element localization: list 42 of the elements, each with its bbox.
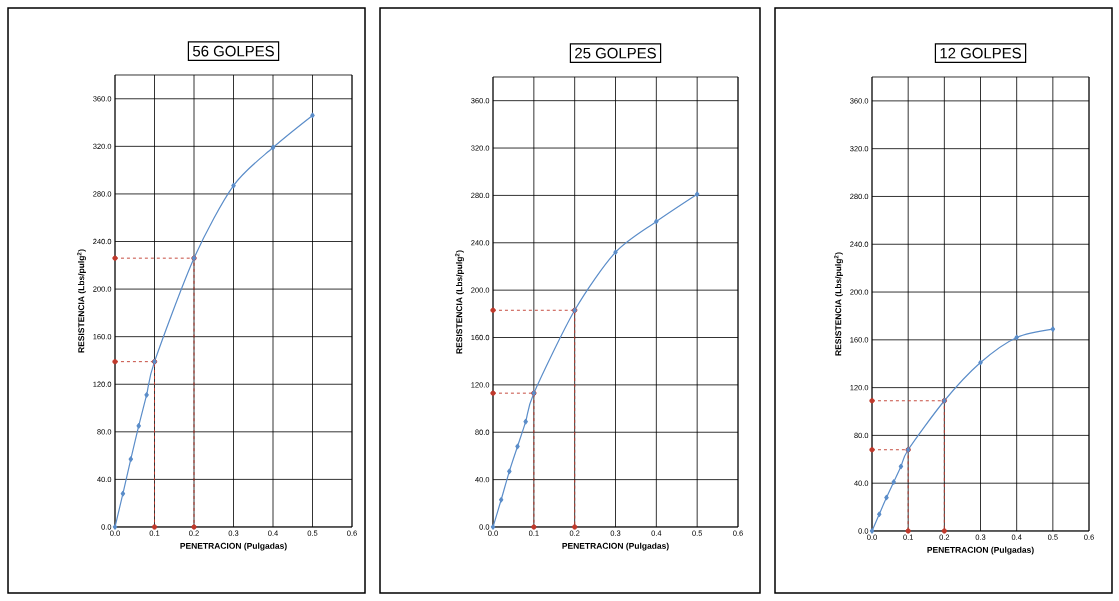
point (978, 359, 983, 366)
point (523, 418, 528, 425)
point (613, 249, 618, 256)
point (869, 398, 875, 404)
point (231, 182, 236, 189)
point (490, 307, 496, 313)
point (112, 255, 118, 261)
point (877, 511, 882, 518)
chart-title: 12 GOLPES (940, 47, 1021, 59)
point (572, 524, 578, 530)
point (144, 392, 149, 398)
point (694, 191, 700, 198)
x-axis-title: PENETRACION (Pulgadas) (180, 542, 287, 551)
point (507, 468, 512, 475)
point (136, 423, 141, 429)
chart-title: 25 GOLPES (575, 47, 656, 59)
point (310, 112, 315, 119)
point (891, 479, 896, 485)
chart-title: 56 GOLPES (192, 45, 274, 57)
point (941, 528, 947, 534)
point (128, 456, 134, 462)
point (1014, 334, 1019, 341)
point (270, 144, 276, 151)
point (654, 218, 659, 225)
x-axis-title: PENETRACION (Pulgadas) (562, 542, 669, 551)
point (498, 496, 504, 503)
point (884, 494, 889, 501)
y-axis-title: RESISTENCIA (Lbs/pulg$^{2}$) (77, 249, 86, 353)
point (905, 528, 911, 534)
point (531, 524, 537, 530)
point (490, 390, 496, 396)
point (112, 359, 118, 365)
point (515, 443, 520, 450)
point (191, 524, 197, 530)
point (151, 524, 158, 530)
point (898, 463, 904, 470)
x-axis-title: PENETRACION (Pulgadas) (927, 546, 1034, 555)
y-axis-title: RESISTENCIA (Lbs/pulg$^{2}$) (455, 250, 464, 354)
point (1050, 326, 1056, 332)
point (120, 490, 126, 497)
y-axis-title: RESISTENCIA (Lbs/pulg$^{2}$) (834, 252, 843, 356)
point (869, 447, 875, 453)
